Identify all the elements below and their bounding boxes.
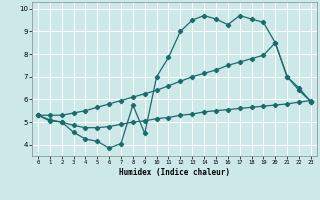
X-axis label: Humidex (Indice chaleur): Humidex (Indice chaleur) <box>119 168 230 177</box>
